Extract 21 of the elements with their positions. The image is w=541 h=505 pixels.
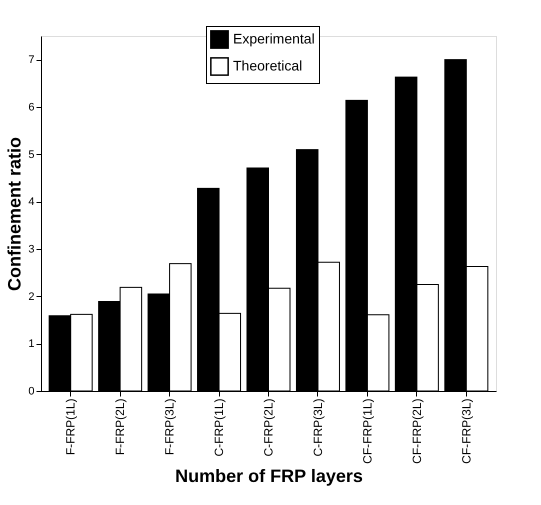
y-tick-label: 7 (28, 54, 34, 66)
x-tick-label: C-FRP(2L) (262, 398, 276, 457)
legend-label: Experimental (233, 30, 315, 46)
y-tick-label: 3 (28, 244, 34, 256)
y-tick-label: 0 (28, 386, 34, 398)
x-tick-label: C-FRP(1L) (212, 398, 226, 457)
y-tick-label: 4 (28, 196, 34, 208)
x-tick-label: CF-FRP(2L) (410, 398, 424, 464)
x-axis-title: Number of FRP layers (175, 466, 363, 486)
x-tick-label: CF-FRP(1L) (360, 398, 374, 464)
y-axis-title: Confinement ratio (4, 136, 24, 292)
x-tick-label: CF-FRP(3L) (459, 398, 474, 464)
y-tick-label: 2 (28, 290, 34, 303)
x-tick-label: C-FRP(3L) (310, 398, 325, 457)
legend-label: Theoretical (233, 58, 302, 74)
y-tick-label: 6 (28, 102, 34, 114)
x-tick-label: F-FRP(1L) (64, 398, 78, 456)
y-tick-label: 5 (28, 148, 34, 161)
x-tick-label: F-FRP(2L) (113, 398, 128, 456)
x-tick-label: F-FRP(3L) (162, 398, 177, 456)
y-tick-label: 1 (28, 338, 34, 350)
